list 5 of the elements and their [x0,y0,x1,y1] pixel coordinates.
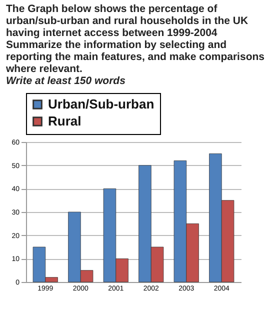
chart-title: The Graph below shows the percentage of urban/sub-urban and rural households in the UK having internet access between 1999-2004 [6,3,250,39]
legend-label: Rural [48,114,82,128]
legend-label: Urban/Sub-urban [48,96,154,112]
text: Write at least 150 words [6,75,126,87]
chart-subtitle: Summarize the information by selecting and reporting the main features, and make comparisons where relevant. [6,39,266,75]
